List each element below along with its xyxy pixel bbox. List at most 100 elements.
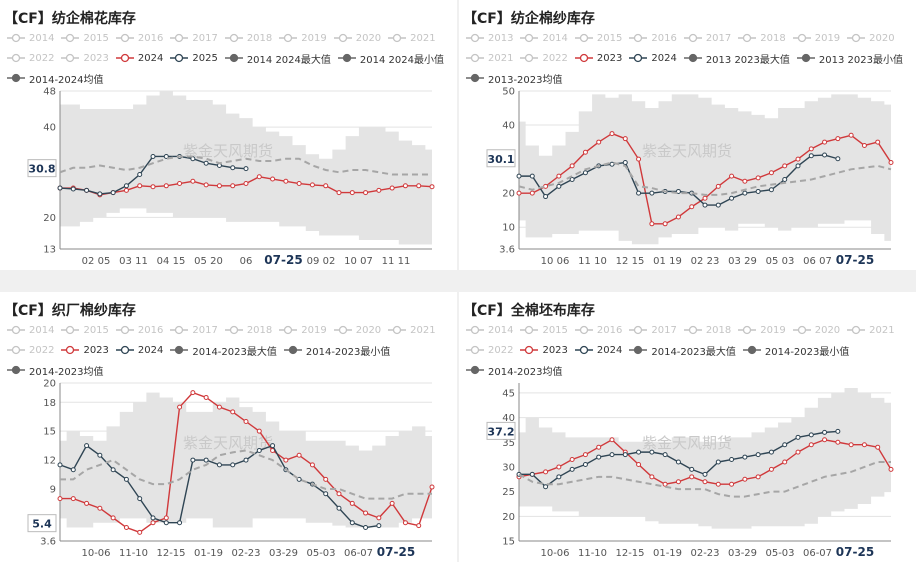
y-tick-label: 20 [502, 189, 515, 200]
legend-item-2014-2024[interactable]: 2014 2024最小值 [337, 51, 444, 66]
chart-title: 【CF】织厂棉纱库存 [4, 303, 136, 319]
legend-item-2013-2023[interactable]: 2013 2023最小值 [796, 51, 903, 66]
legend-item-2018[interactable]: 2018 [224, 33, 272, 44]
x-tick-label: 01-19 [194, 548, 223, 559]
current-value-label: 5.4 [32, 518, 52, 531]
legend-marker-icon [170, 345, 189, 355]
legend-item-2023[interactable]: 2023 [574, 53, 622, 64]
legend-item-2015[interactable]: 2015 [60, 325, 109, 336]
legend-item-2014-2023[interactable]: 2014-2023均值 [465, 363, 563, 378]
legend-item-2024[interactable]: 2024 [574, 345, 622, 356]
data-point [888, 466, 894, 472]
x-tick-label: 02-23 [690, 548, 719, 559]
legend-item-2015[interactable]: 2015 [519, 324, 568, 336]
legend-item-2017[interactable]: 2017 [169, 325, 218, 336]
legend-item-2014[interactable]: 2014 [6, 325, 54, 336]
legend-item-2015[interactable]: 2015 [60, 33, 109, 44]
legend-item-2024[interactable]: 2024 [628, 53, 677, 64]
legend-item-2020[interactable]: 2020 [333, 325, 381, 336]
legend-item-2016[interactable]: 2016 [115, 325, 163, 336]
legend-label: 2015 [542, 324, 568, 336]
legend-item-2014-2023[interactable]: 2014-2023最大值 [169, 343, 277, 358]
legend-label: 2014-2023最小值 [305, 346, 391, 358]
y-tick-label: 45 [502, 388, 515, 399]
legend-item-2021[interactable]: 2021 [387, 33, 436, 44]
legend-row: 2014 2015 2016 2017 2018 2019 2020 2021 [465, 322, 901, 342]
legend-item-2013-2023[interactable]: 2013-2023均值 [465, 71, 563, 86]
data-point [429, 484, 435, 490]
legend-item-2022[interactable]: 2022 [6, 345, 54, 356]
legend-item-2017[interactable]: 2017 [169, 33, 218, 44]
legend-item-2018[interactable]: 2018 [737, 33, 786, 44]
series-line-2014-2024 [59, 155, 432, 176]
legend-item-2013-2023[interactable]: 2013 2023最大值 [683, 51, 790, 66]
x-tick-label: 07-25 [264, 253, 302, 267]
legend-item-2022[interactable]: 2022 [519, 53, 568, 64]
range-band [519, 387, 891, 529]
data-point [110, 467, 116, 473]
data-point [203, 394, 209, 400]
x-tick-label: 02 23 [691, 256, 720, 267]
legend-item-2014-2024[interactable]: 2014 2024最大值 [224, 51, 331, 66]
data-point [150, 515, 156, 521]
legend-item-2019[interactable]: 2019 [278, 33, 327, 44]
legend-item-2021[interactable]: 2021 [387, 325, 436, 336]
legend-item-2016[interactable]: 2016 [574, 325, 622, 336]
legend-item-2020[interactable]: 2020 [333, 33, 381, 44]
data-point [70, 496, 76, 502]
legend-item-2014-2023[interactable]: 2014-2023最小值 [283, 343, 391, 358]
legend-item-2014[interactable]: 2014 [6, 33, 54, 44]
legend-marker-icon [388, 325, 407, 335]
legend-item-2019[interactable]: 2019 [737, 325, 786, 336]
data-point [556, 474, 562, 480]
legend-item-2023[interactable]: 2023 [60, 345, 109, 356]
legend-item-2019[interactable]: 2019 [278, 325, 327, 336]
data-point [622, 160, 628, 166]
data-point [662, 221, 668, 227]
legend-item-2020[interactable]: 2020 [846, 33, 895, 44]
legend-item-2018[interactable]: 2018 [224, 325, 272, 336]
data-point [349, 500, 355, 506]
data-point [163, 183, 169, 189]
legend-row: 2022 2023 2024 2014-2023最大值 2014-2023最小值 [465, 342, 855, 362]
legend-item-2021[interactable]: 2021 [846, 325, 895, 336]
data-point [808, 153, 814, 159]
legend-item-2022[interactable]: 2022 [6, 53, 54, 64]
legend-item-2022[interactable]: 2022 [465, 345, 513, 356]
legend-item-2013[interactable]: 2013 [465, 33, 513, 44]
legend-item-2024[interactable]: 2024 [115, 53, 163, 64]
legend-item-2014-2023[interactable]: 2014-2023最小值 [742, 343, 849, 358]
legend-item-2018[interactable]: 2018 [683, 325, 731, 336]
panel-greige-fabric-stock: 【CF】全棉坯布库存 2014 2015 2016 2017 2018 2019 2020 20… [459, 292, 916, 562]
data-point [230, 409, 236, 415]
legend-item-2021[interactable]: 2021 [465, 53, 513, 64]
legend-item-2019[interactable]: 2019 [792, 33, 840, 44]
legend-item-2014-2024[interactable]: 2014-2024均值 [6, 71, 104, 86]
data-point [416, 523, 422, 529]
data-point [529, 190, 535, 196]
legend-item-2016[interactable]: 2016 [115, 33, 163, 44]
legend-item-2023[interactable]: 2023 [519, 345, 568, 356]
legend-label: 2015 [596, 32, 623, 44]
data-point [296, 181, 302, 187]
legend-row: 2014-2023均值 [6, 362, 110, 382]
legend-item-2017[interactable]: 2017 [683, 33, 731, 44]
legend-item-2014-2023[interactable]: 2014-2023最大值 [628, 343, 736, 358]
legend-item-2016[interactable]: 2016 [628, 33, 677, 44]
data-point [622, 452, 628, 458]
data-point [543, 484, 549, 490]
x-tick-label: 05 20 [194, 256, 223, 267]
x-tick-label: 11 10 [578, 256, 607, 267]
legend-item-2025[interactable]: 2025 [169, 53, 218, 64]
legend-item-2014-2023[interactable]: 2014-2023均值 [6, 363, 104, 378]
data-point [689, 204, 695, 210]
legend-item-2017[interactable]: 2017 [628, 325, 677, 336]
legend-item-2014[interactable]: 2014 [519, 33, 568, 44]
legend-item-2015[interactable]: 2015 [574, 33, 622, 44]
legend-marker-icon [520, 345, 539, 355]
legend-item-2020[interactable]: 2020 [792, 325, 840, 336]
legend-item-2024[interactable]: 2024 [115, 345, 163, 356]
x-tick-label: 06-07 [344, 548, 373, 559]
legend-item-2023[interactable]: 2023 [60, 53, 109, 64]
legend-item-2014[interactable]: 2014 [465, 325, 513, 336]
